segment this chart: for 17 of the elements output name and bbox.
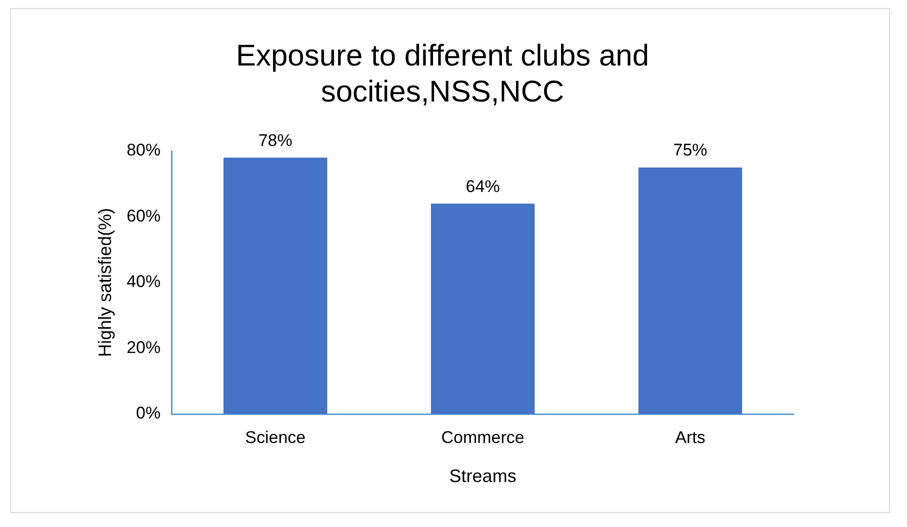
data-label: 75% <box>673 140 708 160</box>
x-tick-label: Arts <box>675 428 706 447</box>
y-tick-label: 60% <box>126 206 161 226</box>
y-tick-label: 0% <box>136 404 161 423</box>
bar <box>223 158 328 414</box>
y-axis-title: Highly satisfied(%) <box>94 208 115 358</box>
data-label: 64% <box>466 176 500 196</box>
x-tick-label: Science <box>245 428 306 447</box>
y-tick-label: 20% <box>126 338 161 357</box>
data-label: 78% <box>258 130 292 150</box>
y-tick-label: 40% <box>126 272 161 292</box>
chart-title: Exposure to different clubs and socities,NSS,NCC <box>236 39 650 108</box>
y-tick-label: 80% <box>126 140 161 160</box>
x-tick-label: Commerce <box>441 428 524 447</box>
x-axis-title: Streams <box>449 466 516 486</box>
bar <box>430 204 535 414</box>
bar <box>638 167 742 414</box>
